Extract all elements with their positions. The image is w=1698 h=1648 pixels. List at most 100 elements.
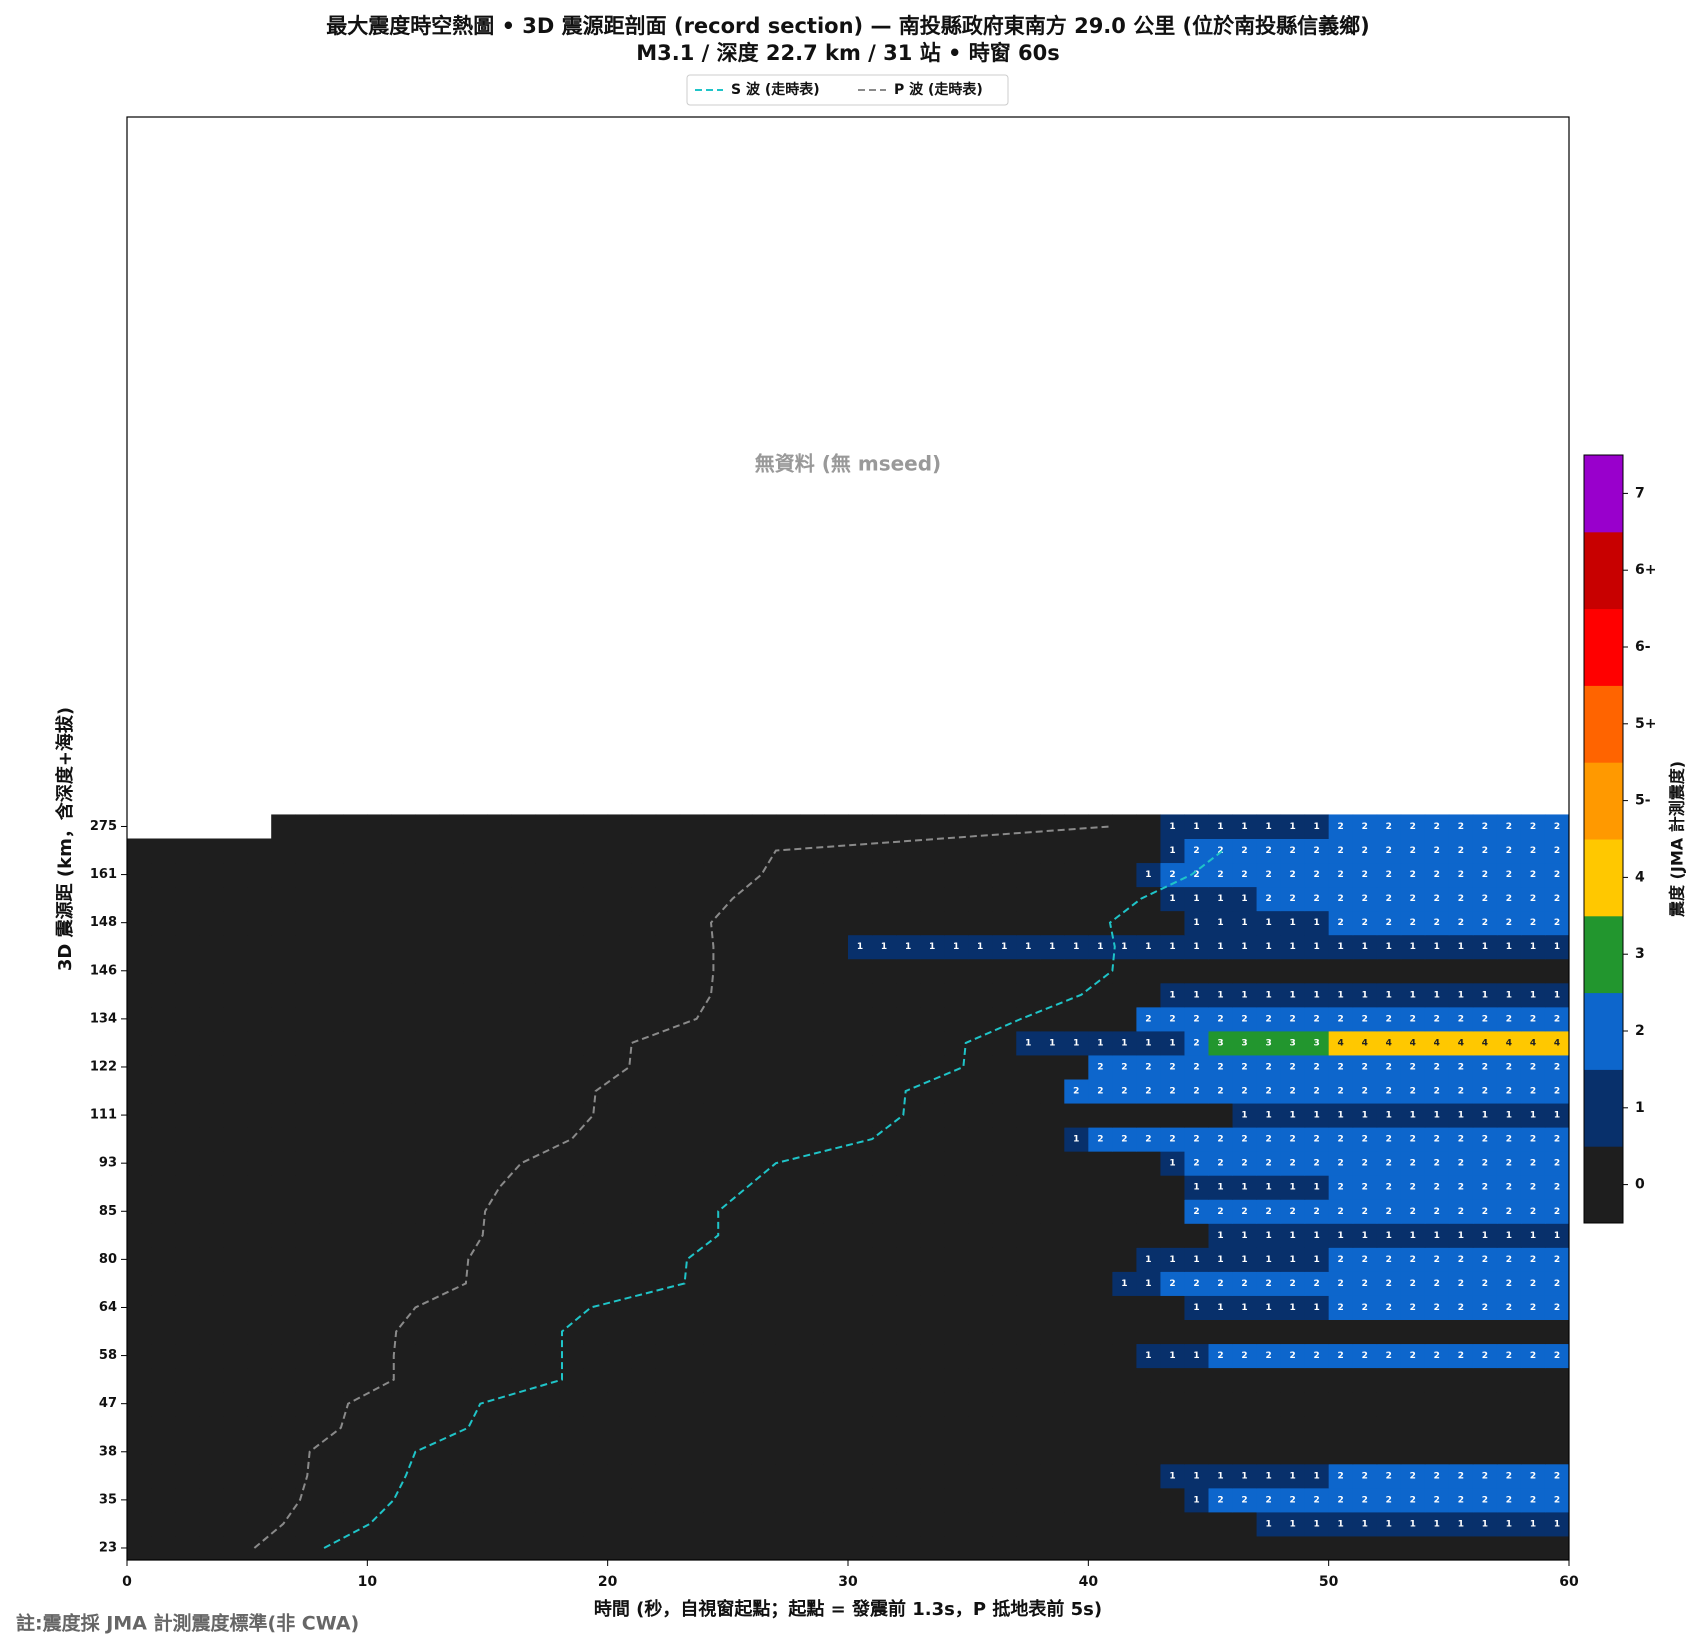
heatmap-cell [655,1319,681,1345]
heatmap-cell [175,1223,200,1248]
heatmap-cell [1328,1199,1354,1224]
heatmap-cell [199,1391,224,1417]
heatmap-cell [1256,1295,1282,1320]
heatmap-cell [1232,1295,1258,1320]
heatmap-cell [1208,1247,1234,1272]
heatmap-cell [1088,1199,1113,1224]
colorbar-block [1584,1069,1623,1147]
heatmap-cell [968,1030,993,1056]
heatmap-cell [1448,1175,1474,1200]
heatmap-cell [1040,814,1065,839]
heatmap-cell [175,1103,200,1128]
heatmap-cell [223,1006,248,1032]
heatmap-cell [992,1511,1017,1537]
heatmap-cell [1472,1079,1498,1104]
heatmap-cell [1280,1295,1306,1320]
heatmap-cell [1328,1054,1354,1080]
heatmap-cell [511,1463,537,1489]
heatmap-cell [823,1511,849,1537]
heatmap-cell [223,1415,248,1441]
heatmap-cell [1472,1103,1498,1128]
heatmap-cell [727,814,753,839]
heatmap-cell [415,1030,440,1056]
heatmap-cell [1232,1127,1258,1152]
heatmap-cell [1352,1127,1378,1152]
heatmap-cell [127,1343,152,1369]
heatmap-cell [1112,958,1137,984]
colorbar-block [1584,608,1623,686]
cell-label: 1 [1554,1111,1560,1121]
heatmap-cell [1256,1319,1282,1345]
heatmap-cell [391,814,416,839]
heatmap-cell [1064,814,1089,839]
cell-label: 2 [1554,1303,1560,1313]
heatmap-cell [727,1030,753,1056]
heatmap-cell [1112,1127,1137,1152]
heatmap-cell [655,1247,681,1272]
heatmap-cell [1304,1271,1330,1296]
cell-label: 2 [1458,1495,1464,1505]
heatmap-cell [247,1415,272,1441]
heatmap-cell [175,1511,200,1537]
heatmap-cell [1040,838,1065,864]
heatmap-cell [751,1535,777,1561]
heatmap-cell [1400,910,1426,936]
cell-label: 2 [1386,1351,1392,1361]
heatmap-cell [511,1487,537,1513]
heatmap-cell [511,1006,537,1032]
heatmap-cell [391,958,416,984]
heatmap-cell [271,862,296,888]
heatmap-cell [151,1367,176,1393]
heatmap-cell [295,1079,320,1104]
heatmap-cell [727,1127,753,1152]
heatmap-cell [848,1439,873,1465]
heatmap-cell [343,814,368,839]
heatmap-cell [1208,1343,1234,1369]
heatmap-cell [799,1415,825,1441]
heatmap-cell [1304,1223,1330,1248]
heatmap-cell [1040,1223,1065,1248]
cell-label: 2 [1362,1135,1368,1145]
heatmap-cell [1472,1151,1498,1176]
heatmap-cell [1088,1054,1113,1080]
heatmap-cell [848,1054,873,1080]
heatmap-cell [1472,1343,1498,1369]
heatmap-cell [1352,1487,1378,1513]
heatmap-cell [1136,1367,1161,1393]
heatmap-cell [1256,1079,1282,1104]
heatmap-cell [751,1439,777,1465]
heatmap-cell [1472,1487,1498,1513]
heatmap-cell [1256,1127,1282,1152]
heatmap-cell [1184,886,1209,912]
heatmap-cell [1424,862,1450,888]
heatmap-cell [1064,838,1089,864]
heatmap-cell [1424,1367,1450,1393]
heatmap-cell [343,1343,368,1369]
heatmap-cell [1544,1247,1570,1272]
cell-label: 1 [1289,942,1295,952]
heatmap-cell [872,1535,897,1561]
cell-label: 2 [1410,918,1416,928]
heatmap-cell [511,1295,537,1320]
cell-label: 4 [1434,1038,1440,1048]
cell-label: 1 [1386,1231,1392,1241]
heatmap-cell [1160,1175,1185,1200]
heatmap-cell [1112,1487,1137,1513]
cell-label: 2 [1289,1014,1295,1024]
heatmap-cell [1352,1175,1378,1200]
heatmap-cell [1520,1343,1546,1369]
heatmap-cell [391,910,416,936]
heatmap-cell [1544,1199,1570,1224]
heatmap-cell [1352,862,1378,888]
heatmap-cell [1136,1343,1161,1369]
heatmap-cell [343,1199,368,1224]
heatmap-cell [1520,1247,1546,1272]
heatmap-cell [1160,1006,1185,1032]
cell-label: 1 [1458,1231,1464,1241]
heatmap-cell [535,1343,561,1369]
heatmap-cell [872,1079,897,1104]
heatmap-cell [679,982,705,1008]
cell-label: 1 [1314,1111,1320,1121]
heatmap-cell [1544,1535,1570,1561]
heatmap-cell [679,1127,705,1152]
